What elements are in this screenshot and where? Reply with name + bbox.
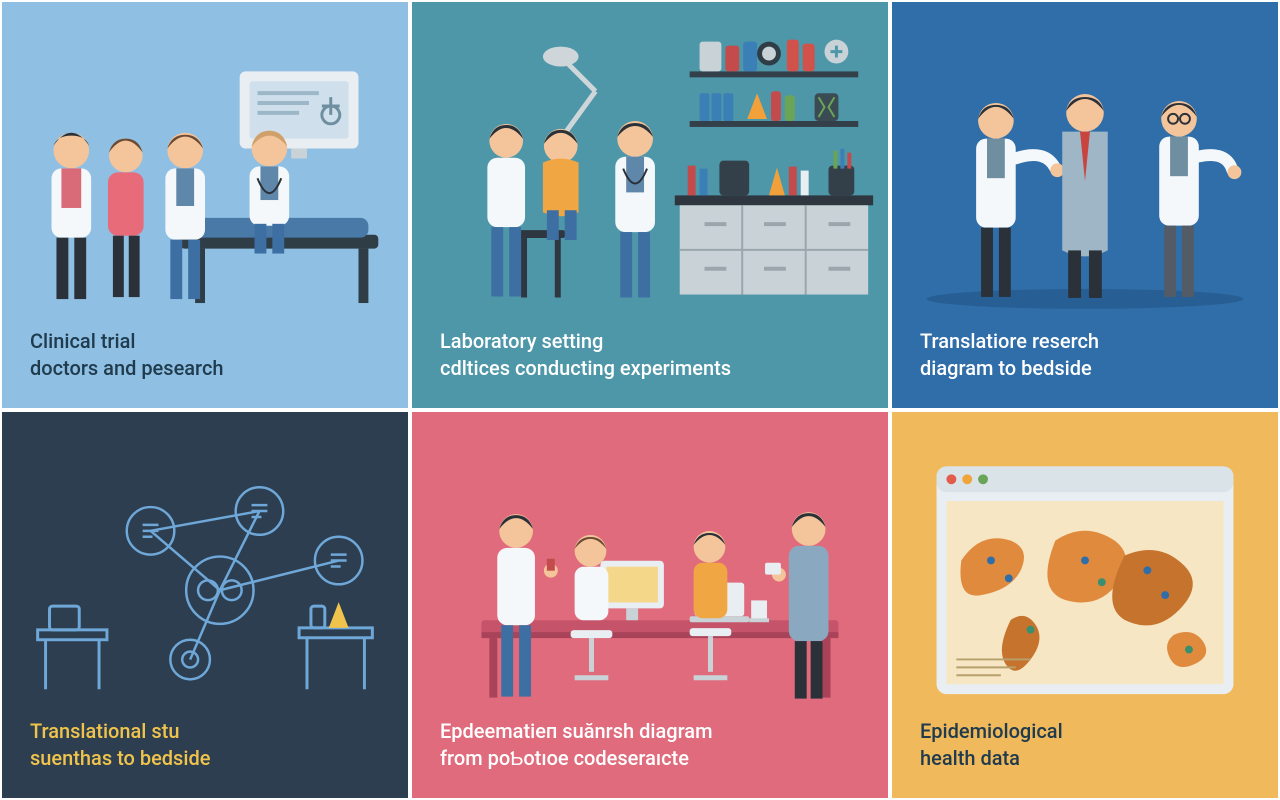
caption-line1: Translational stu (30, 718, 380, 745)
caption-line1: Laboratory setting (440, 328, 860, 355)
caption-line1: Translatiore reserch (920, 328, 1250, 355)
person-researcher-1 (976, 103, 1064, 297)
microscope-icon (749, 600, 769, 622)
panel-laboratory-setting: Laboratory setting cdltices conducting e… (410, 0, 890, 410)
person-epi-4 (765, 512, 828, 698)
panel-epidemiology-diagram: Epdeematieп suănrsh diagram from poƄotıo… (410, 410, 890, 800)
panel-caption: Translational stu suenthas to bedside (30, 718, 380, 772)
person-doctor-1 (52, 133, 92, 299)
panel-translational-research: Translatiore reserch diagram to bedside (890, 0, 1280, 410)
panel-caption: Epdeematieп suănrsh diagram from poƄotıo… (440, 718, 860, 772)
panel-epidemiological-data: Epidemiological health data (890, 410, 1280, 800)
desk-lamp-icon (543, 47, 596, 146)
caption-line2: diagram to bedside (920, 355, 1250, 382)
lab-bench-icon (675, 149, 873, 295)
person-epi-1 (497, 514, 557, 696)
panel-caption: Clinical trial doctors and pesearch (30, 328, 380, 382)
person-doctor-2 (165, 133, 205, 299)
person-patient-lab (543, 129, 579, 240)
monitor-icon (600, 561, 663, 621)
panel-caption: Epidemiological health data (920, 718, 1250, 772)
infographic-grid: Clinical trial doctors and pesearch (0, 0, 1280, 800)
person-lab-doctor-1 (487, 124, 525, 297)
person-patient-1 (108, 139, 144, 297)
workstation-icon (481, 620, 838, 634)
person-researcher-3 (1159, 101, 1241, 297)
caption-line2: doctors and pesearch (30, 355, 380, 382)
person-epi-2 (571, 535, 613, 678)
caption-line1: Epdeematieп suănrsh diagram (440, 718, 860, 745)
panel-caption: Laboratory setting cdltices conducting e… (440, 328, 860, 382)
panel-clinical-trial: Clinical trial doctors and pesearch (0, 0, 410, 410)
caption-line1: Clinical trial (30, 328, 380, 355)
shelf-icon (690, 40, 859, 127)
caption-line2: from poƄotıoe codeseraıcte (440, 745, 860, 772)
caption-line2: health data (920, 745, 1250, 772)
caption-line2: suenthas to bedside (30, 745, 380, 772)
caption-line1: Epidemiological (920, 718, 1250, 745)
panel-caption: Translatiore reserch diagram to bedside (920, 328, 1250, 382)
person-researcher-2 (1062, 94, 1108, 298)
person-lab-doctor-2 (615, 121, 655, 298)
person-epi-3 (690, 531, 732, 678)
panel-translational-study: Translational stu suenthas to bedside (0, 410, 410, 800)
network-diagram-icon (127, 487, 363, 679)
caption-line2: cdltices conducting experiments (440, 355, 860, 382)
